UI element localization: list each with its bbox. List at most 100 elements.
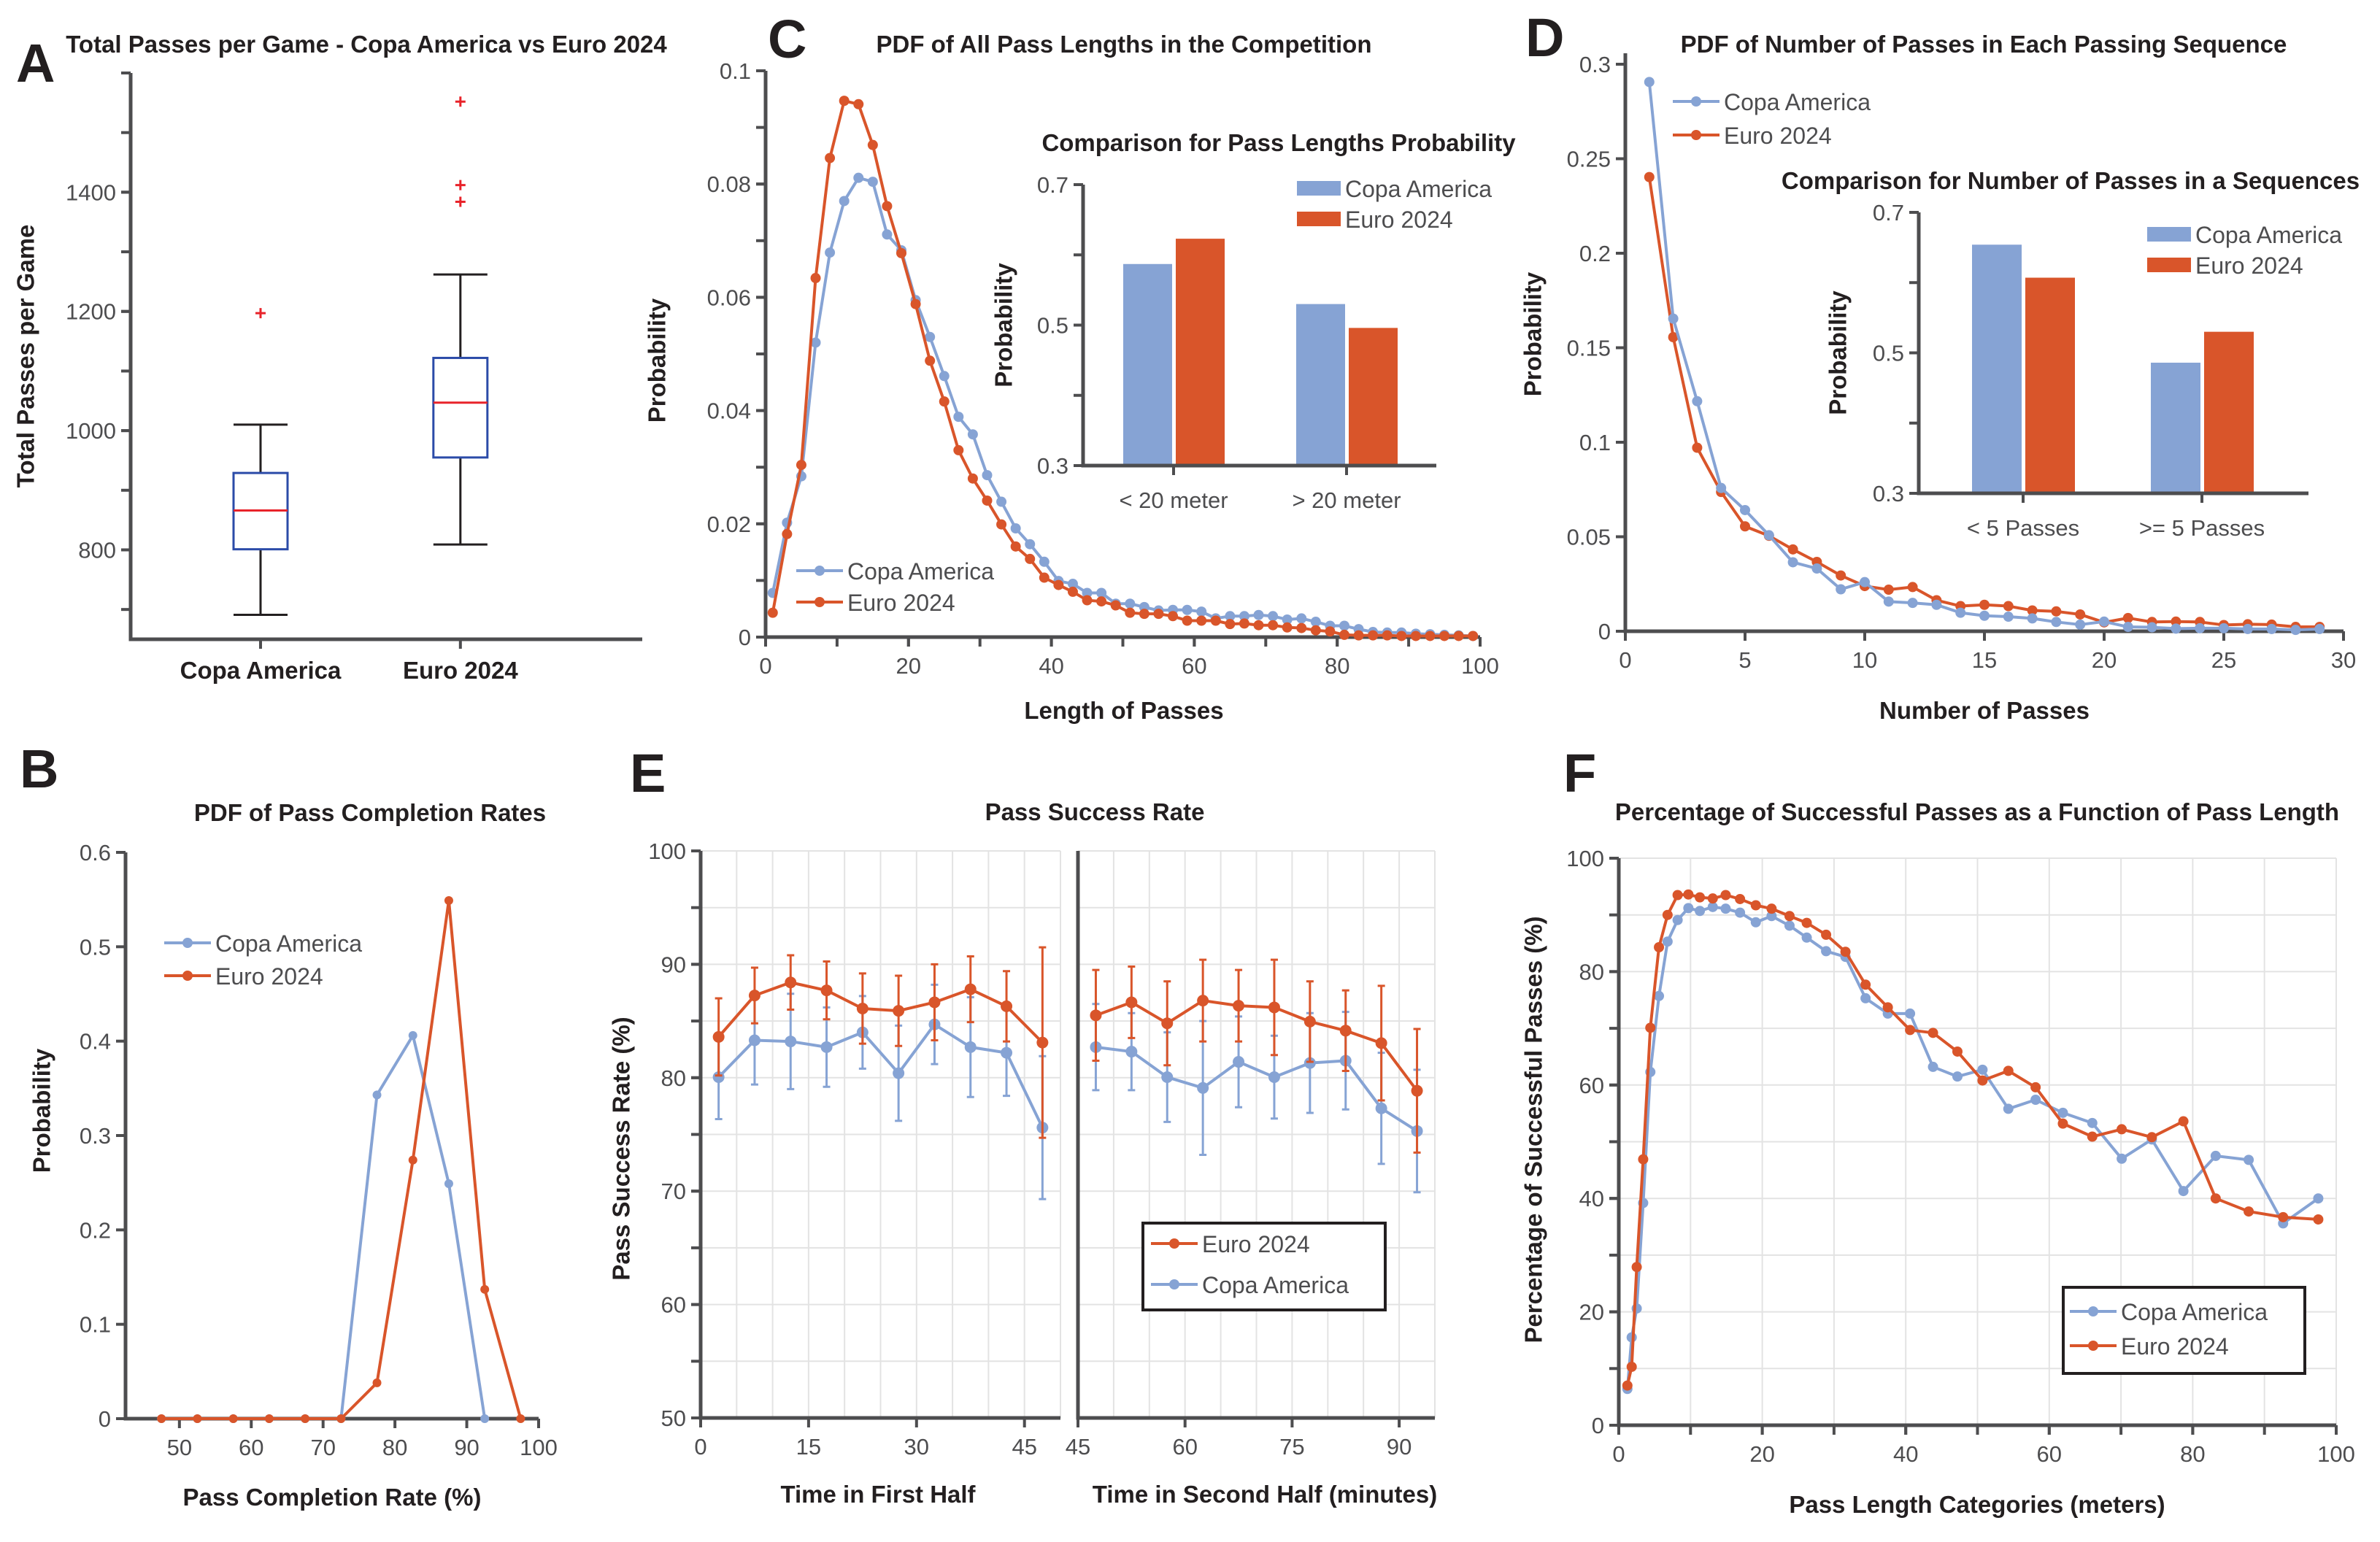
euro-2024-point [1882,1002,1893,1013]
copa-america-point [1339,620,1349,631]
panel-f: F Percentage of Successful Passes as a Fu… [1520,743,2355,1518]
copa-bar [1296,304,1345,464]
inset-y-axis-label: Probability [1825,290,1852,415]
euro-2024-point [1053,579,1064,590]
euro-2024-point [1375,1037,1387,1049]
y-tick-label: 800 [78,537,116,563]
euro-2024-point [1339,629,1349,640]
x-tick-label: Euro 2024 [403,657,518,684]
panel-b: B PDF of Pass Completion Rates Probability… [20,739,558,1511]
euro-2024-point [1662,909,1673,920]
panel-letter: D [1525,7,1564,68]
copa-america-point [820,1041,833,1053]
panel-letter: E [630,743,666,803]
copa-america-point [867,177,878,188]
copa-america-point [1296,613,1307,624]
copa-america-line [161,1033,487,1420]
copa-america-point [1860,577,1870,587]
euro-2024-point [896,247,907,258]
euro-2024-point [928,996,941,1009]
euro-2024-point [2075,609,2086,620]
euro-2024-point [1622,1380,1633,1391]
euro-2024-point [1010,541,1021,552]
copa-america-point [1928,1061,1938,1072]
copa-bar [1972,244,2022,492]
euro-2024-point [1750,900,1761,911]
euro-2024-point [2057,1118,2068,1129]
euro-2024-point [925,355,936,366]
euro-2024-point [1296,622,1307,633]
euro-2024-point [1840,947,1851,957]
copa-america-point [1196,606,1207,617]
outlier-marker [455,96,466,107]
copa-america-point [1907,598,1918,609]
copa-america-point [825,247,836,258]
euro-2024-point [193,1414,202,1423]
euro-2024-point [767,607,778,618]
copa-america-point [1955,607,1966,618]
euro-2024-point [2178,1116,2189,1127]
euro-2024-point [1860,979,1871,990]
euro-2024-point [1821,929,1832,940]
euro-2024-point [1784,911,1795,922]
euro-2024-point [1197,995,1209,1007]
euro-2024-point [1339,1025,1352,1037]
x-tick-label: 15 [796,1434,821,1460]
euro-2024-point [1310,625,1321,636]
panel-letter: F [1563,743,1596,803]
euro-2024-point [1645,1022,1656,1033]
euro-2024-point [820,984,833,997]
y-tick-label: 1400 [66,180,116,205]
copa-america-point [1239,611,1249,622]
copa-america-point [964,1041,977,1053]
copa-america-point [1720,903,1731,914]
copa-america-point [1979,610,1990,621]
panel-c: C PDF of All Pass Lengths in the Competit… [644,9,1517,724]
y-tick-label: 0.25 [1567,147,1611,172]
legend-box [1141,1222,1387,1311]
inset-title: Comparison for Number of Passes in a Seq… [1782,167,2360,194]
inset-chart: Comparison for Pass Lengths Probability P… [990,129,1517,513]
y-tick-label: 40 [1579,1186,1604,1211]
euro-2024-point [1096,596,1107,607]
x-axis-label: Time in First Half [780,1481,976,1508]
x-tick-label: < 5 Passes [1967,515,2079,541]
copa-america-line [1095,1045,1418,1133]
copa-america-point [2244,1154,2254,1165]
chart-title: Percentage of Successful Passes as a Fun… [1615,798,2339,825]
copa-america-point [2003,1103,2014,1114]
euro-2024-point [2027,605,2038,616]
y-tick-label: 0.1 [80,1312,111,1338]
chart-title: PDF of Pass Completion Rates [194,799,546,826]
legend-marker [182,971,193,981]
euro-2024-point [1125,996,1138,1009]
copa-america-point [1197,1082,1209,1094]
y-tick-label: 70 [661,1179,686,1204]
euro-2024-point [967,473,978,484]
euro-2024-point [1039,572,1050,583]
euro-2024-point [996,519,1007,530]
x-tick-label: 20 [896,653,921,679]
x-tick-label: 100 [520,1435,558,1460]
copa-america-point [2099,616,2109,627]
euro-2024-point [1883,585,1894,595]
euro-2024-point [1695,892,1706,903]
legend-label: Copa America [2195,222,2342,248]
x-tick-label: 100 [1461,653,1499,679]
copa-america-point [712,1071,725,1084]
y-tick-label: 0.4 [80,1029,111,1055]
euro-2024-point [712,1030,725,1043]
x-tick-label: 50 [167,1435,192,1460]
panel-letter: C [768,9,806,69]
x-tick-label: 70 [310,1435,335,1460]
copa-america-point [810,337,821,348]
euro-2024-point [1396,631,1407,641]
copa-america-point [1707,901,1718,912]
y-tick-label: 60 [1579,1073,1604,1098]
euro-2024-point [1253,620,1264,631]
x-tick-label: < 20 meter [1119,487,1228,513]
copa-america-point [1268,611,1279,622]
y-tick-label: 0.7 [1873,200,1904,225]
copa-america-point [882,229,893,240]
outlier-marker [455,180,466,190]
